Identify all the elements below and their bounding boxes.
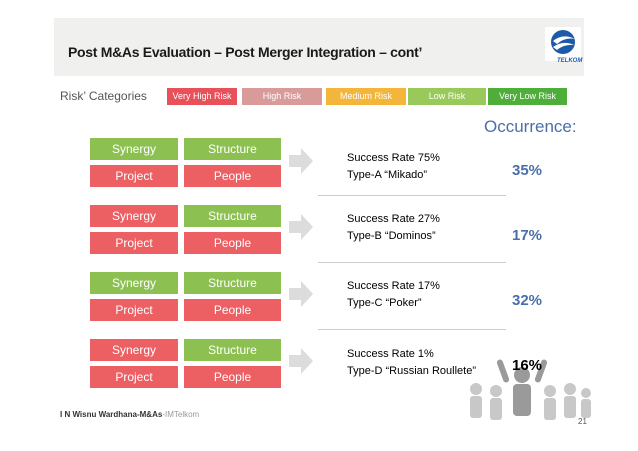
slide-title: Post M&As Evaluation – Post Merger Integ… (68, 44, 423, 60)
success-rate-text: Success Rate 75% Type-A “Mikado” (347, 152, 440, 181)
divider (318, 262, 506, 263)
structure-box: Structure (184, 138, 281, 160)
people-box: People (184, 366, 281, 388)
people-box: People (184, 165, 281, 187)
risk-high: High Risk (242, 88, 322, 105)
arrow-right-icon (289, 148, 313, 174)
people-figures-icon (470, 359, 591, 420)
project-box: Project (90, 232, 178, 254)
occurrence-value: 17% (512, 227, 543, 244)
synergy-box: Synergy (90, 205, 178, 227)
people-box: People (184, 299, 281, 321)
risk-low: Low Risk (408, 88, 486, 105)
slide-header (54, 18, 584, 76)
footer-author: I N Wisnu Wardhana-M&As-IMTelkom (60, 410, 200, 419)
risk-categories-label: Risk’ Categories (60, 89, 147, 103)
arrow-right-icon (289, 281, 313, 307)
success-rate-text: Success Rate 27% Type-B “Dominos” (347, 213, 440, 242)
success-rate-text: Success Rate 1% Type-D “Russian Roullete” (347, 348, 476, 377)
risk-very-low: Very Low Risk (488, 88, 567, 105)
occurrence-value: 32% (512, 292, 543, 309)
page-number: 21 (578, 417, 587, 426)
synergy-box: Synergy (90, 272, 178, 294)
success-rate-text: Success Rate 17% Type-C “Poker” (347, 280, 440, 309)
structure-box: Structure (184, 205, 281, 227)
synergy-box: Synergy (90, 339, 178, 361)
occurrence-value: 35% (512, 162, 543, 179)
structure-box: Structure (184, 272, 281, 294)
divider (318, 195, 506, 196)
logo-text: TELKOM (557, 58, 583, 64)
people-box: People (184, 232, 281, 254)
project-box: Project (90, 299, 178, 321)
occurrence-title: Occurrence: (484, 117, 577, 136)
risk-very-high: Very High Risk (167, 88, 237, 105)
arrow-right-icon (289, 214, 313, 240)
occurrence-value: 16% (512, 357, 543, 374)
risk-medium: Medium Risk (326, 88, 406, 105)
structure-box: Structure (184, 339, 281, 361)
synergy-box: Synergy (90, 138, 178, 160)
telkom-logo-icon (545, 27, 581, 61)
project-box: Project (90, 165, 178, 187)
divider (318, 329, 506, 330)
arrow-right-icon (289, 348, 313, 374)
project-box: Project (90, 366, 178, 388)
